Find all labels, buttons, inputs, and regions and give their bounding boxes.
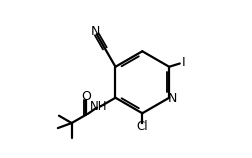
Text: N: N — [90, 25, 100, 38]
Text: Cl: Cl — [137, 120, 148, 133]
Text: NH: NH — [90, 100, 108, 113]
Text: N: N — [168, 92, 177, 105]
Text: I: I — [181, 56, 185, 69]
Text: O: O — [81, 90, 91, 103]
